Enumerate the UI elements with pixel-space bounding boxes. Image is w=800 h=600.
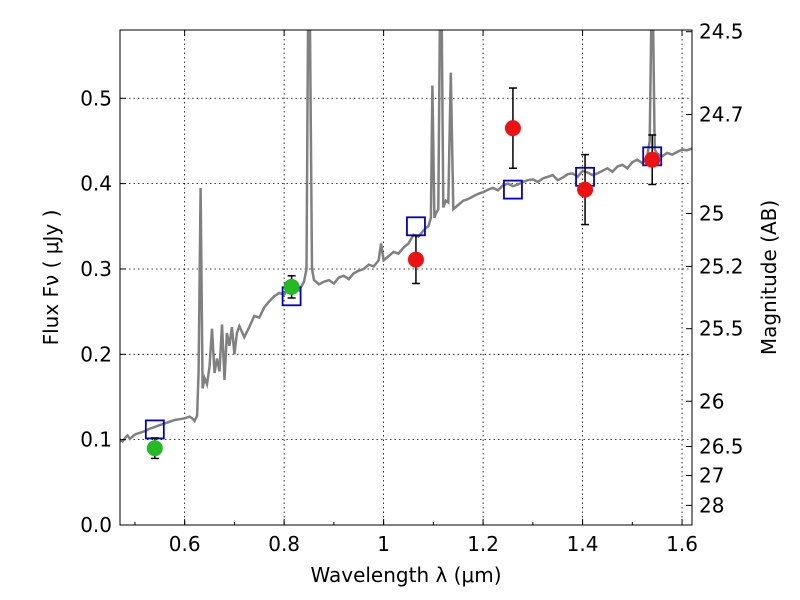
x-tick-label: 1 [377, 532, 390, 556]
mag-tick-label: 25.5 [699, 317, 744, 341]
y-tick-label: 0.3 [80, 257, 112, 281]
y-tick-label: 0.2 [80, 342, 112, 366]
mag-tick-label: 27 [699, 464, 724, 488]
mag-tick-label: 25.2 [699, 254, 744, 278]
photometry-point [504, 120, 521, 137]
y-axis-label: Flux Fν ( μJy ) [39, 210, 63, 346]
mag-tick-label: 26 [699, 389, 724, 413]
plot-area [120, 30, 692, 460]
photometry-point [146, 440, 163, 457]
mag-tick-label: 25 [699, 201, 724, 225]
y-tick-label: 0.1 [80, 428, 112, 452]
y-tick-label: 0.5 [80, 86, 112, 110]
x-tick-label: 0.6 [169, 532, 201, 556]
model-photometry-square [503, 179, 523, 200]
photometry-point [283, 278, 300, 295]
mag-tick-label: 24.7 [699, 102, 744, 126]
magnitude-axis-label: Magnitude (AB) [757, 200, 781, 355]
plot-frame [119, 29, 693, 526]
mag-tick-label: 26.5 [699, 434, 744, 458]
photometry-point [577, 181, 594, 198]
x-tick-label: 1.2 [467, 532, 499, 556]
photometry-point [644, 151, 661, 168]
x-axis-label: Wavelength λ (μm) [310, 563, 501, 587]
x-tick-label: 0.8 [268, 532, 300, 556]
mag-tick-label: 28 [699, 493, 724, 517]
axes: 0.6 0.8 1 1.2 1.4 1.6 0.0 0.1 0.2 0.3 0.4 0.5 24.5 24… [80, 20, 743, 556]
spectrum-line [120, 30, 692, 444]
x-tick-label: 1.6 [666, 532, 698, 556]
grid-lines [120, 30, 692, 526]
y-tick-label: 0.4 [80, 172, 112, 196]
mag-tick-label: 24.5 [699, 20, 744, 44]
photometry-point [407, 251, 424, 268]
y-tick-label: 0.0 [80, 513, 112, 537]
x-tick-label: 1.4 [567, 532, 599, 556]
